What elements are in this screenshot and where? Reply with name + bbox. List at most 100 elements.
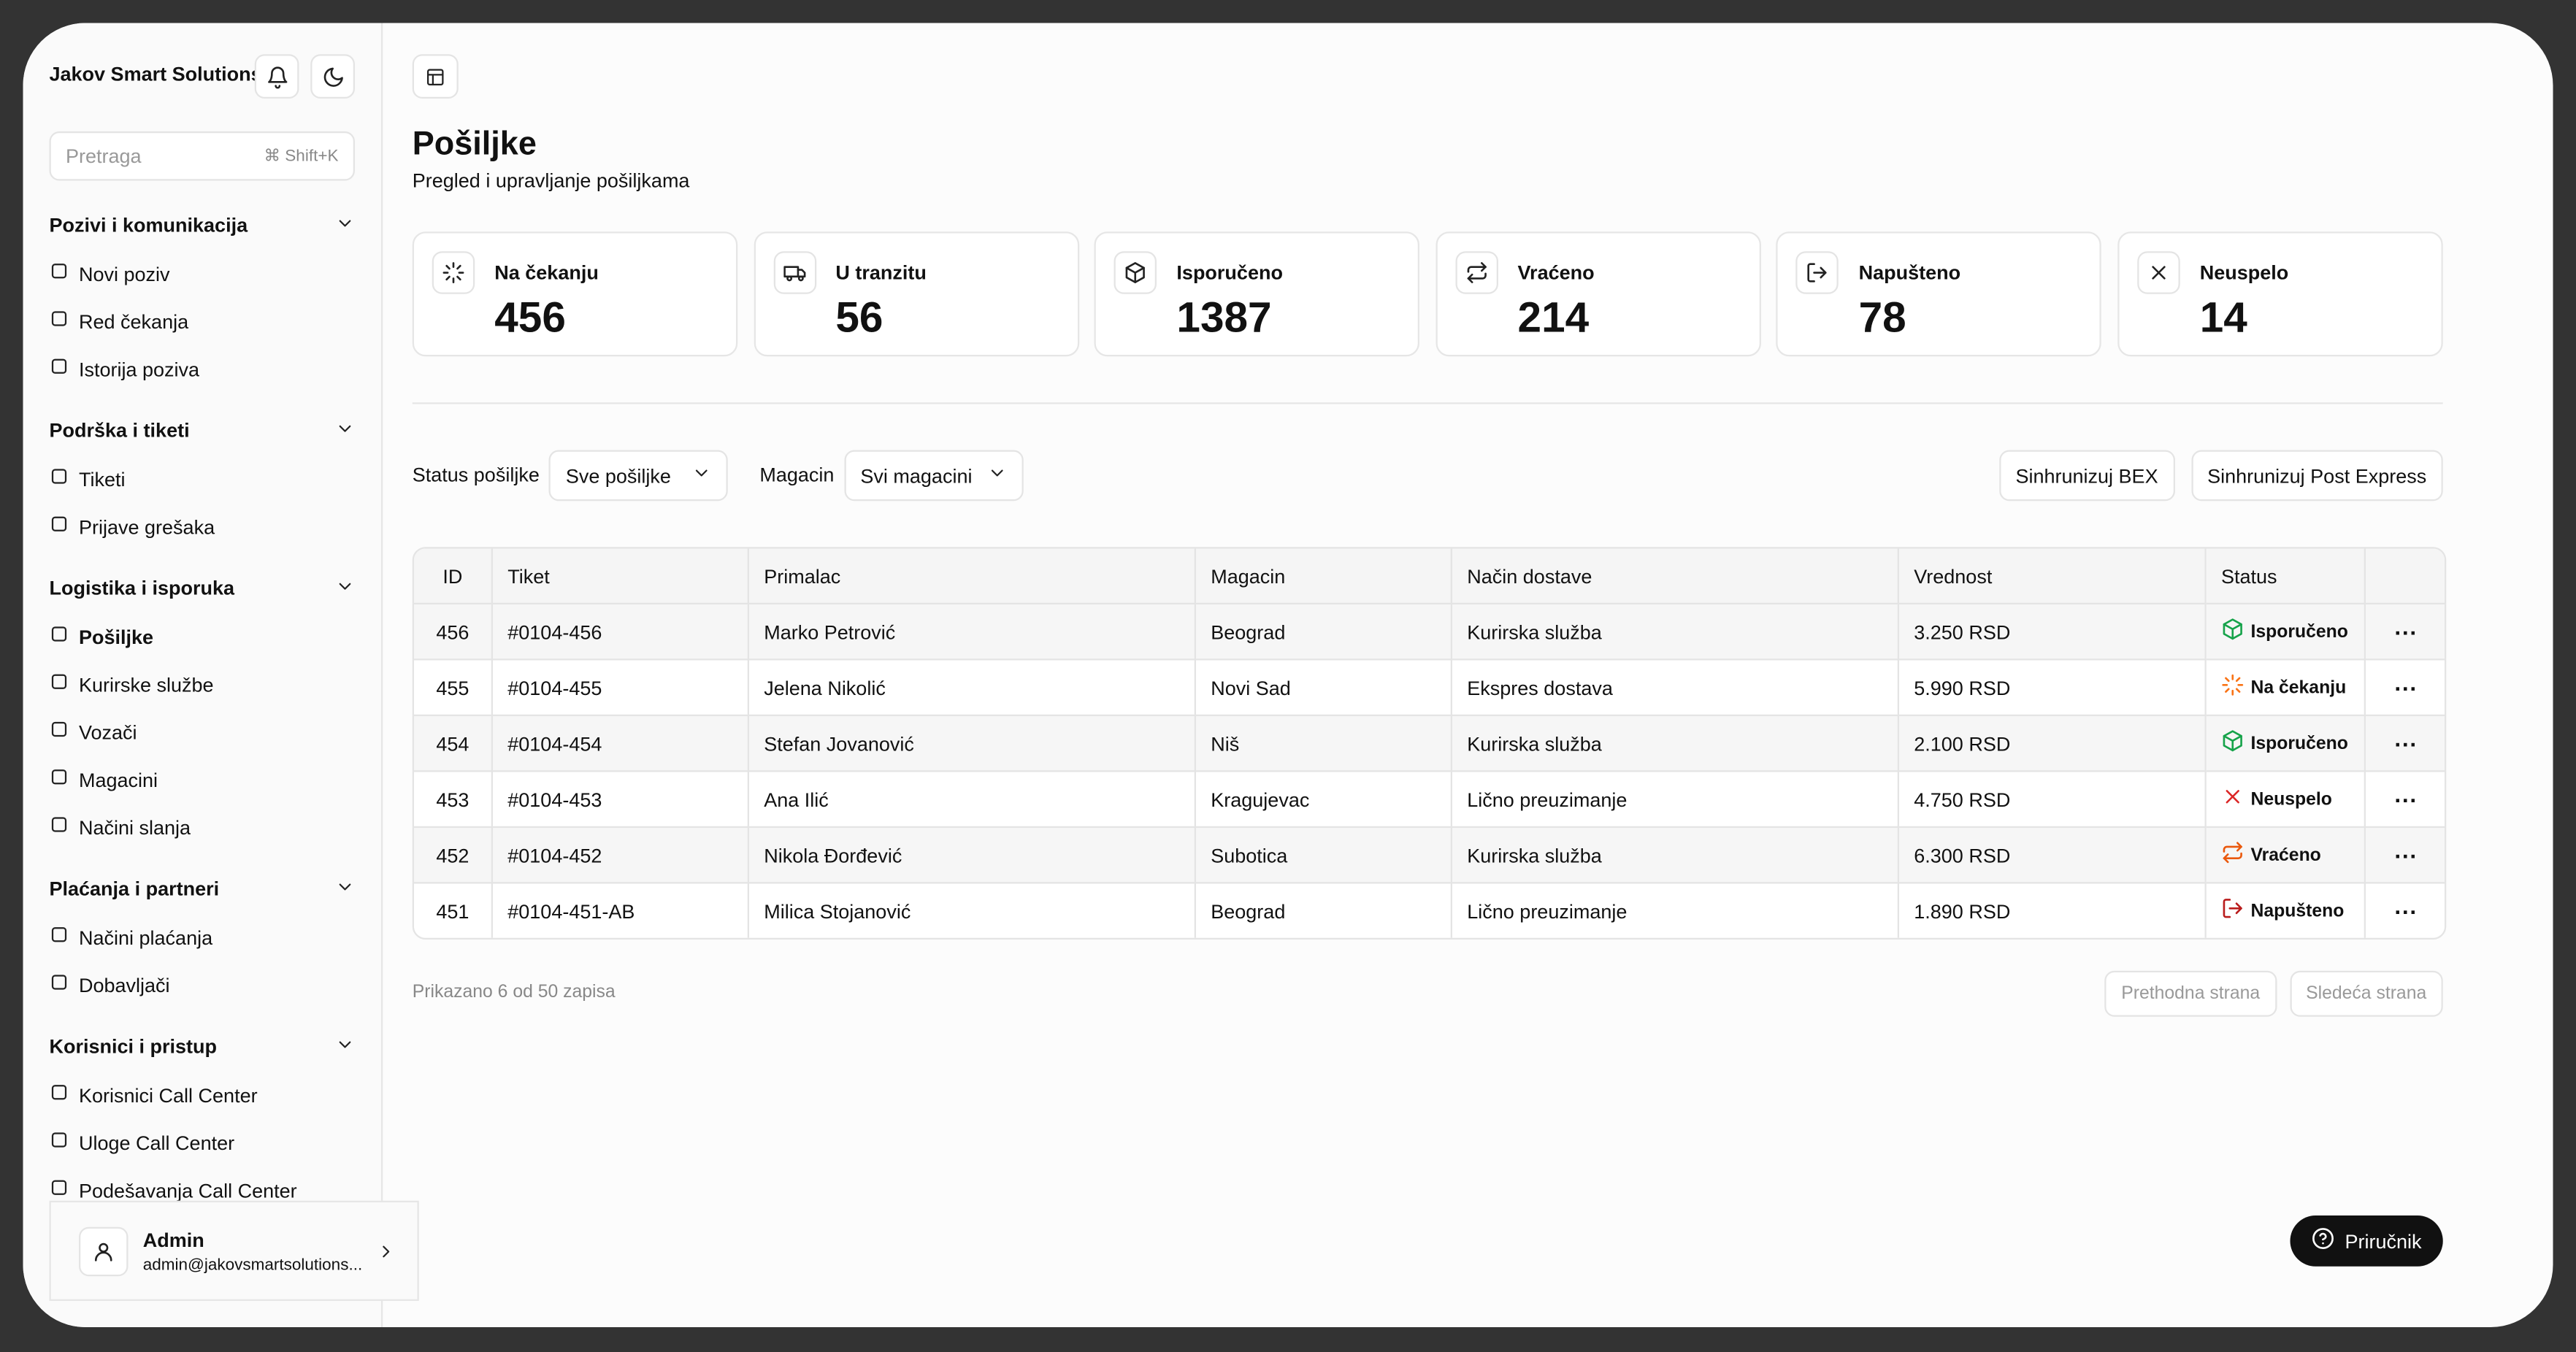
table-cell: Stefan Jovanović (749, 716, 1196, 772)
table-cell: Kurirska služba (1452, 604, 1899, 661)
nav-label: Dobavljači (79, 973, 170, 996)
table-cell: Jelena Nikolić (749, 660, 1196, 716)
search-placeholder: Pretraga (66, 145, 142, 168)
nav-item[interactable]: Novi poziv (50, 261, 170, 286)
table-cell: 452 (414, 828, 493, 884)
stat-value: 456 (494, 292, 566, 342)
row-menu[interactable]: ··· (2366, 828, 2445, 884)
nav-icon (50, 972, 69, 997)
nav-item[interactable]: Korisnici Call Center (50, 1083, 258, 1107)
table-cell: Niš (1196, 716, 1452, 772)
row-menu[interactable]: ··· (2366, 716, 2445, 772)
table-cell: #0104-452 (493, 828, 749, 884)
next-button[interactable]: Sledeća strana (2289, 970, 2443, 1017)
row-menu[interactable]: ··· (2394, 897, 2418, 924)
prev-button[interactable]: Prethodna strana (2104, 970, 2277, 1017)
section-title[interactable]: Podrška i tiketi (50, 419, 356, 444)
column-header: Status (2206, 548, 2366, 604)
filter-select[interactable]: Sve pošiljke (549, 450, 729, 502)
chevron (335, 214, 355, 239)
section-title[interactable]: Korisnici i pristup (50, 1035, 356, 1060)
section-label: Pozivi i komunikacija (49, 213, 248, 237)
nav-item[interactable]: Kurirske službe (50, 672, 214, 696)
stat-icon (1113, 251, 1157, 294)
filter-value: Sve pošiljke (565, 464, 671, 488)
table-cell: 5.990 RSD (1899, 660, 2207, 716)
notifications-button[interactable] (254, 54, 299, 99)
table-row: 453 #0104-453 Ana Ilić Kragujevac Lično preu… (414, 772, 2445, 828)
nav-item[interactable]: Vozači (50, 720, 137, 745)
page-title: Pošiljke (412, 126, 537, 163)
column-header: ID (414, 548, 493, 604)
nav-item[interactable]: Red čekanja (50, 309, 188, 334)
search[interactable]: Pretraga ⌘ Shift+K (49, 131, 355, 181)
table-cell: #0104-456 (493, 604, 749, 661)
row-menu[interactable]: ··· (2366, 772, 2445, 828)
nav-item[interactable]: Prijave grešaka (50, 514, 215, 539)
page-subtitle: Pregled i upravljanje pošiljkama (412, 169, 690, 193)
nav-item[interactable]: Načini slanja (50, 815, 191, 840)
status-badge: Na čekanju (2221, 674, 2350, 702)
stat-label: Isporučeno (1176, 261, 1283, 285)
shortcut-text: Shift+K (285, 147, 339, 166)
nav-item[interactable]: Magacini (50, 767, 158, 792)
chevron (335, 877, 355, 902)
section-label: Podrška i tiketi (49, 418, 190, 442)
table-cell: 451 (414, 883, 493, 938)
nav-item[interactable]: Istorija poziva (50, 356, 199, 381)
actions-header (2366, 548, 2445, 604)
stat-icon (773, 251, 816, 294)
table-row: 451 #0104-451-AB Milica Stojanović Beograd L… (414, 883, 2445, 938)
nav-item[interactable]: Pošiljke (50, 624, 153, 649)
divider (412, 402, 2443, 404)
stat-value: 78 (1858, 292, 1906, 342)
status-badge: Isporučeno (2221, 618, 2350, 645)
section-title[interactable]: Plaćanja i partneri (50, 877, 356, 902)
row-menu[interactable]: ··· (2366, 661, 2445, 716)
table-summary: Prikazano 6 od 50 zapisa (412, 982, 616, 1002)
status-badge: Neuspelo (2221, 786, 2350, 813)
header-row: ID Tiket Primalac Magacin Način dostave Vredn… (414, 548, 2445, 604)
nav-icon (50, 767, 69, 792)
nav-icon (50, 720, 69, 745)
action-button[interactable]: Sinhrunizuj Post Express (2190, 450, 2443, 502)
section-label: Logistika i isporuka (49, 576, 235, 600)
search-shortcut: ⌘ Shift+K (264, 147, 339, 165)
nav-label: Podešavanja Call Center (79, 1178, 297, 1202)
stat-label: Neuspelo (2199, 261, 2289, 285)
section-label: Plaćanja i partneri (49, 877, 220, 901)
table-cell: #0104-454 (493, 716, 749, 772)
stat-card: Napušteno 78 (1776, 231, 2102, 357)
table-cell: #0104-451-AB (493, 883, 749, 938)
status-icon (2221, 786, 2245, 813)
table-cell: 4.750 RSD (1899, 772, 2207, 828)
row-menu[interactable]: ··· (2366, 604, 2445, 661)
section-title[interactable]: Logistika i isporuka (50, 577, 356, 602)
nav-item[interactable]: Načini plaćanja (50, 925, 212, 950)
layout-button[interactable] (412, 54, 459, 99)
action-button[interactable]: Sinhrunizuj BEX (1998, 450, 2175, 502)
pagination: Prethodna strana Sledeća strana (2104, 970, 2443, 1017)
stat-card: Isporučeno 1387 (1094, 231, 1420, 357)
nav-item[interactable]: Podešavanja Call Center (50, 1178, 297, 1202)
nav-icon (50, 672, 69, 696)
user-card[interactable]: Admin admin@jakovsmartsolutions... (49, 1200, 419, 1301)
nav-icon (50, 925, 69, 950)
status-icon (2221, 729, 2245, 757)
nav-label: Prijave grešaka (79, 515, 215, 538)
filter-select[interactable]: Svi magacini (843, 450, 1024, 502)
section-title[interactable]: Pozivi i komunikacija (50, 214, 356, 239)
nav-label: Uloge Call Center (79, 1131, 235, 1154)
status-text: Isporučeno (2250, 621, 2348, 642)
stat-icon (1796, 251, 1839, 294)
table-cell: Kurirska služba (1452, 716, 1899, 772)
table-cell: 2.100 RSD (1899, 716, 2207, 772)
nav-item[interactable]: Tiketi (50, 466, 126, 491)
status-text: Isporučeno (2250, 733, 2348, 753)
theme-button[interactable] (310, 54, 355, 99)
table-cell: 456 (414, 604, 493, 661)
nav-item[interactable]: Dobavljači (50, 972, 170, 997)
help-button[interactable]: Priručnik (2291, 1215, 2443, 1267)
stat-card: Neuspelo 14 (2117, 231, 2443, 357)
nav-item[interactable]: Uloge Call Center (50, 1130, 235, 1155)
